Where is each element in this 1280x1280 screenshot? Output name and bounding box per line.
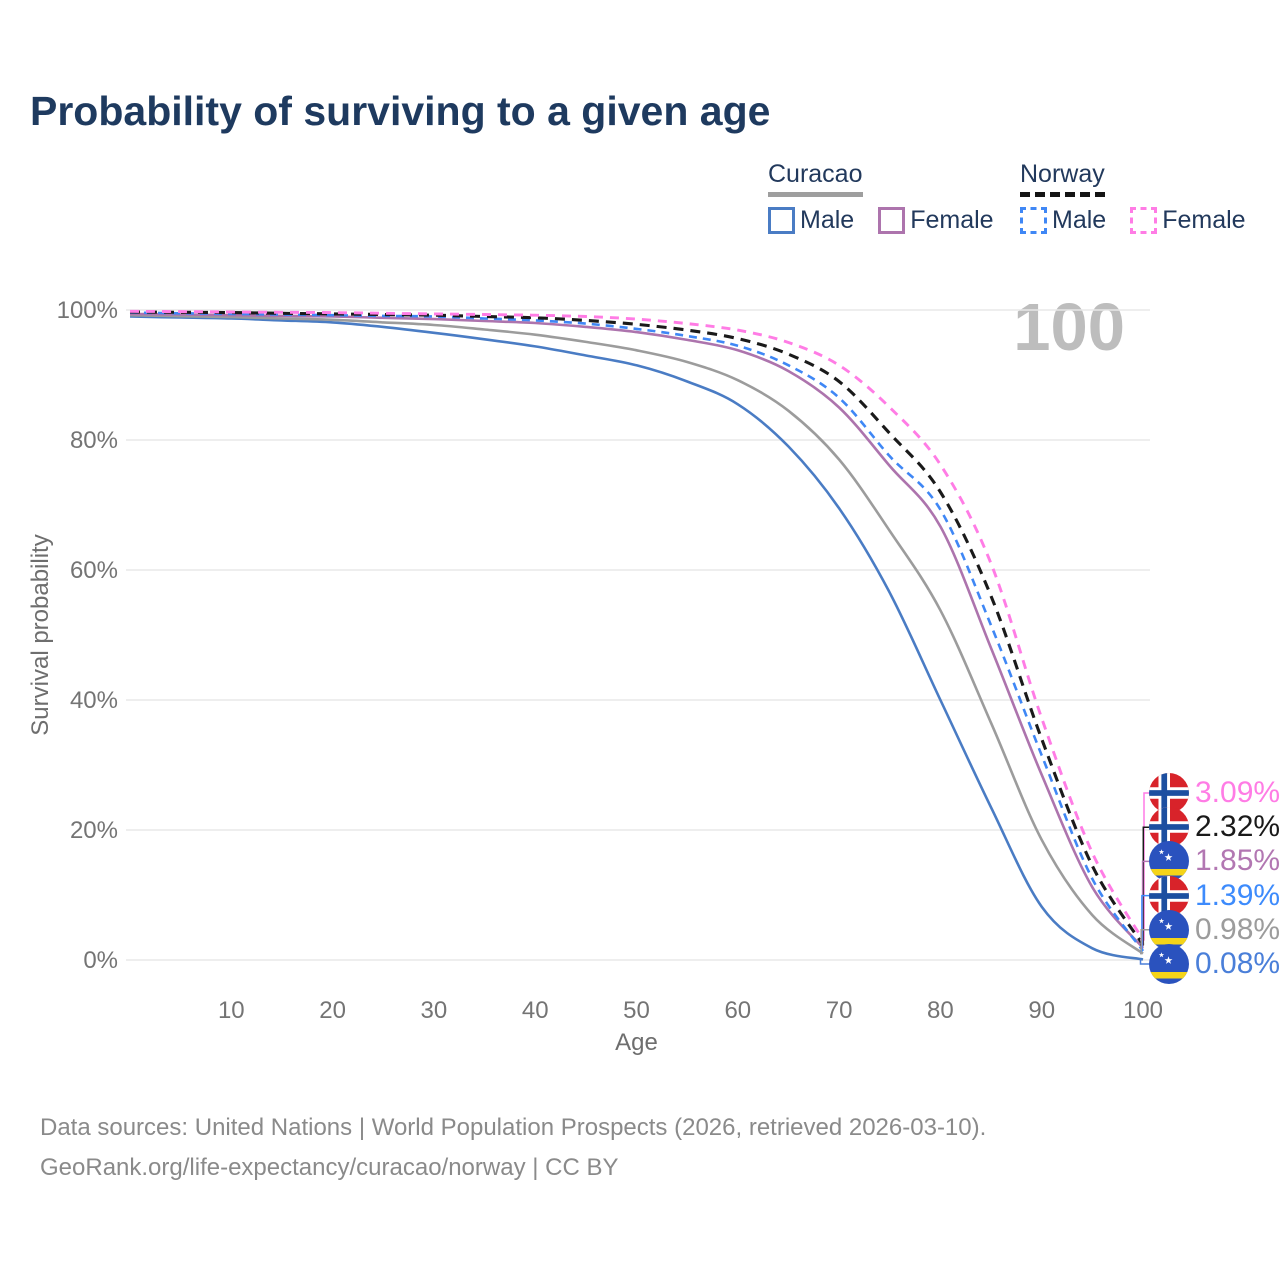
x-tick-label: 80 bbox=[927, 997, 954, 1024]
end-label-connector bbox=[1140, 929, 1150, 955]
y-axis-title: Survival probability bbox=[27, 534, 54, 735]
end-label-value: 0.08% bbox=[1195, 947, 1280, 980]
x-tick-label: 90 bbox=[1028, 997, 1055, 1024]
series-line-norway-female bbox=[129, 309, 1145, 941]
end-label-value: 3.09% bbox=[1195, 776, 1280, 809]
series-line-norway-male bbox=[129, 311, 1145, 952]
series-line-norway-total bbox=[129, 310, 1145, 946]
legend-group-title-curacao: Curacao bbox=[768, 160, 863, 197]
norway-female-swatch bbox=[1130, 207, 1158, 234]
y-tick-label: 100% bbox=[57, 297, 118, 324]
end-label-value: 0.98% bbox=[1195, 912, 1280, 946]
x-tick-label: 50 bbox=[623, 997, 650, 1024]
legend-item-label: Male bbox=[1052, 206, 1107, 234]
legend-item-curacao-male[interactable]: Male bbox=[768, 206, 854, 235]
end-label-row-curacao-female: 1.85% bbox=[1149, 841, 1280, 881]
page-title: Probability of surviving to a given age bbox=[30, 88, 771, 134]
age-counter-watermark: 100 bbox=[1013, 290, 1125, 365]
end-label-connector bbox=[1139, 958, 1150, 965]
end-label-row-curacao-male: 0.08% bbox=[1149, 944, 1280, 984]
x-tick-label: 100 bbox=[1123, 997, 1163, 1024]
end-label-value: 1.85% bbox=[1195, 844, 1280, 878]
footer-attribution: GeoRank.org/life-expectancy/curacao/norw… bbox=[40, 1154, 619, 1181]
series-line-curacao-male bbox=[129, 315, 1144, 961]
end-label-value: 1.39% bbox=[1195, 878, 1280, 912]
norway-male-swatch bbox=[1020, 207, 1047, 234]
end-label-row-norway-female: 3.09% bbox=[1149, 773, 1280, 813]
x-tick-label: 30 bbox=[421, 997, 448, 1024]
legend-item-label: Female bbox=[910, 206, 994, 234]
legend-group-curacao: Curacao Male Female bbox=[768, 160, 994, 235]
y-tick-label: 0% bbox=[83, 947, 118, 974]
y-tick-label: 60% bbox=[70, 557, 118, 584]
curacao-flag-icon bbox=[1149, 944, 1189, 984]
footer-data-sources: Data sources: United Nations | World Pop… bbox=[40, 1114, 987, 1141]
end-label-row-norway-male: 1.39% bbox=[1149, 876, 1280, 916]
legend-item-curacao-female[interactable]: Female bbox=[878, 206, 994, 235]
end-label-row-norway-total: 2.32% bbox=[1149, 807, 1280, 847]
legend-group-norway: Norway Male Female bbox=[1020, 160, 1246, 235]
series-line-curacao-total bbox=[129, 313, 1144, 955]
x-tick-label: 40 bbox=[522, 997, 549, 1024]
end-label-value: 2.32% bbox=[1195, 810, 1280, 844]
x-tick-label: 10 bbox=[218, 997, 245, 1024]
x-tick-label: 20 bbox=[319, 997, 346, 1024]
y-tick-label: 80% bbox=[70, 427, 118, 454]
legend-item-norway-male[interactable]: Male bbox=[1020, 206, 1106, 235]
legend-item-norway-female[interactable]: Female bbox=[1130, 206, 1246, 235]
y-tick-label: 40% bbox=[70, 687, 118, 714]
curacao-male-swatch bbox=[768, 207, 795, 234]
legend: Curacao Male Female Norway Male bbox=[0, 160, 1280, 250]
legend-item-label: Female bbox=[1162, 206, 1246, 234]
curacao-female-swatch bbox=[878, 207, 906, 234]
series-line-curacao-female bbox=[129, 312, 1145, 949]
x-tick-label: 70 bbox=[826, 997, 853, 1024]
legend-item-label: Male bbox=[800, 206, 855, 234]
end-label-row-curacao-total: 0.98% bbox=[1149, 910, 1280, 950]
x-tick-label: 60 bbox=[724, 997, 751, 1024]
x-axis-title: Age bbox=[615, 1029, 658, 1056]
footer: Data sources: United Nations | World Pop… bbox=[40, 1108, 986, 1188]
legend-group-title-norway: Norway bbox=[1020, 160, 1105, 197]
y-tick-label: 20% bbox=[70, 817, 118, 844]
